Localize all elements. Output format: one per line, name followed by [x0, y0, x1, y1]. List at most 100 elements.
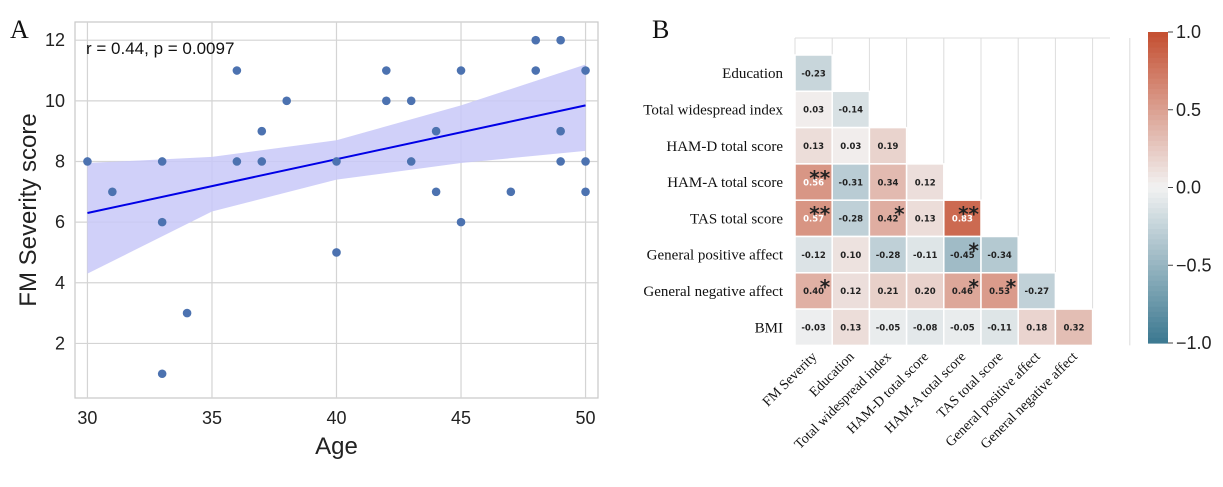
cell-value-label: -0.05: [876, 323, 901, 333]
colorbar-segment: [1148, 280, 1168, 287]
colorbar-segment: [1148, 213, 1168, 220]
y-tick-label: 10: [45, 91, 65, 111]
colorbar-segment: [1148, 140, 1168, 147]
significance-star: **: [809, 166, 830, 190]
significance-star: **: [958, 202, 979, 226]
colorbar-segment: [1148, 296, 1168, 303]
heatmap-cell: [794, 90, 833, 129]
colorbar-segment: [1148, 156, 1168, 163]
x-tick-labels: 30 35 40 45 50: [77, 408, 595, 428]
x-axis-title: Age: [315, 433, 358, 460]
heatmap-cell: [794, 54, 833, 93]
heatmap-cell: [831, 199, 871, 238]
cell-value-label: 0.56: [803, 178, 824, 188]
row-label: Total widespread index: [643, 102, 783, 118]
significance-star: *: [969, 239, 980, 263]
heatmap-cell: [1054, 308, 1094, 347]
colorbar-segment: [1148, 177, 1168, 183]
x-tick-label: 30: [77, 408, 97, 428]
cell-value-label: 0.19: [878, 142, 899, 152]
colorbar-segment: [1148, 234, 1168, 240]
heatmap-cell: [831, 90, 871, 129]
significance-star: *: [1006, 275, 1017, 299]
cell-value-label: 0.46: [952, 287, 973, 297]
y-tick-label: 6: [55, 212, 65, 232]
colorbar-segment: [1148, 223, 1168, 230]
colorbar-tick-label: 1.0: [1176, 22, 1201, 42]
scatter-point: [332, 157, 341, 166]
colorbar-segment: [1148, 57, 1168, 64]
cell-value-label: 0.13: [840, 323, 861, 333]
colorbar-segment: [1148, 254, 1168, 261]
row-label: HAM-A total score: [667, 175, 783, 191]
x-tick-label: 50: [576, 408, 596, 428]
heatmap-row-labels: Education Total widespread index HAM-D tot…: [643, 66, 784, 336]
cell-value-label: -0.27: [1025, 287, 1050, 297]
colorbar-segment: [1148, 37, 1168, 43]
heatmap-cell: [943, 308, 982, 347]
colorbar-segment: [1148, 171, 1168, 178]
heatmap-cell: [868, 308, 908, 347]
scatter-point: [431, 187, 441, 197]
colorbar-segment: [1148, 187, 1168, 194]
scatter-point: [456, 66, 466, 75]
x-tick-label: 40: [326, 408, 346, 428]
scatter-point: [157, 369, 167, 379]
cell-value-label: 0.32: [1064, 323, 1085, 333]
heatmap-cell: [943, 199, 982, 238]
scatter-point: [232, 66, 242, 75]
y-tick-labels: 2 4 6 8 10 12: [45, 30, 65, 353]
scatter-point: [257, 157, 267, 166]
cell-value-label: 0.18: [1026, 323, 1047, 333]
colorbar-segment: [1148, 99, 1168, 106]
cell-value-label: 0.83: [952, 215, 973, 225]
scatter-point: [456, 217, 466, 227]
scatter-point: [382, 66, 391, 75]
colorbar-segment: [1148, 68, 1168, 75]
row-label: General negative affect: [643, 284, 783, 300]
scatter-point: [556, 157, 565, 166]
scatter-point: [157, 157, 167, 166]
scatter-point: [282, 96, 291, 106]
scatter-points: [83, 35, 590, 379]
x-tick-label: 45: [451, 408, 471, 428]
column-label: FM Severity: [760, 350, 820, 410]
cell-value-label: -0.05: [950, 323, 975, 333]
row-label: Education: [722, 66, 783, 82]
heatmap-cells: -0.23 0.03 -0.14 0.13 0.03 0.19 0.56 -0.31 0.34 0…: [794, 54, 1094, 347]
scatter-point: [581, 157, 590, 166]
scatter-point: [83, 157, 92, 166]
colorbar-segment: [1148, 63, 1168, 69]
cell-value-label: -0.12: [801, 251, 826, 261]
scatter-point: [182, 308, 192, 318]
colorbar-segment: [1148, 182, 1168, 189]
colorbar-segment: [1148, 192, 1168, 199]
colorbar-segment: [1148, 327, 1168, 334]
scatter-point: [108, 187, 117, 197]
colorbar-segment: [1148, 311, 1168, 318]
cell-value-label: 0.03: [803, 106, 824, 116]
cell-value-label: 0.10: [840, 251, 861, 261]
colorbar-segment: [1148, 89, 1168, 95]
heatmap-cell: [868, 126, 908, 165]
scatter-point: [531, 35, 541, 45]
colorbar-segment: [1148, 120, 1168, 126]
row-label: General positive affect: [647, 248, 784, 264]
colorbar-segment: [1148, 260, 1168, 266]
significance-star: **: [809, 202, 830, 226]
scatter-point: [506, 187, 516, 197]
scatter-point: [332, 248, 341, 257]
significance-star: *: [894, 202, 905, 226]
heatmap-cell: [905, 272, 945, 310]
cell-value-label: -0.45: [950, 251, 975, 261]
scatter-point: [382, 96, 391, 106]
column-label: TAS total score: [934, 350, 1006, 422]
cell-value-label: -0.11: [987, 323, 1012, 333]
panel-letter-a: A: [10, 15, 29, 44]
colorbar-segment: [1148, 208, 1168, 215]
colorbar-segment: [1148, 104, 1168, 111]
cell-value-label: 0.13: [803, 142, 824, 152]
heatmap-cell: [831, 235, 871, 274]
colorbar-segment: [1148, 94, 1168, 100]
